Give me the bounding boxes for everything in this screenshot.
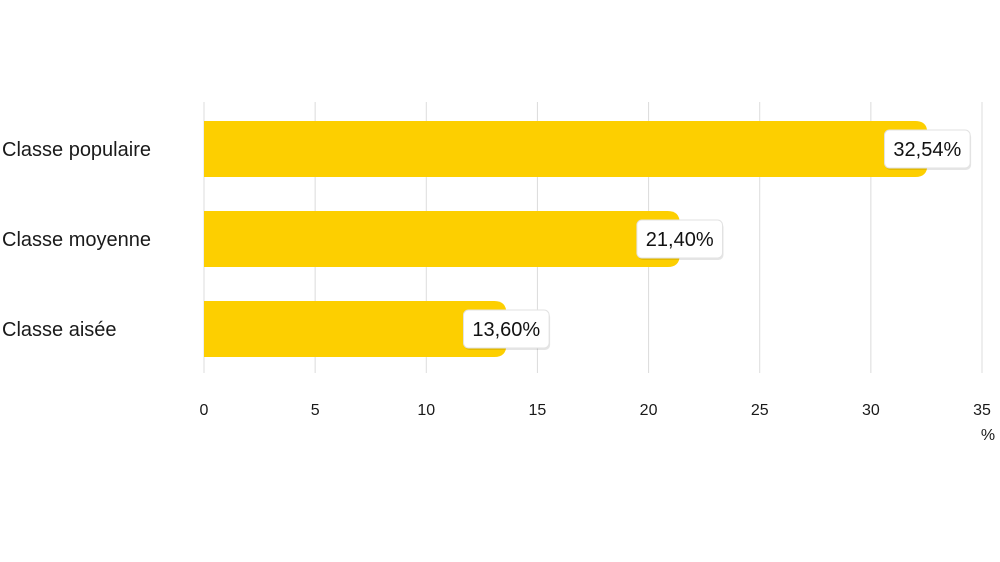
value-label: 21,40%: [636, 219, 724, 260]
value-label-box: [636, 219, 723, 259]
x-axis-tick-labels: 0 5 10 15 20 25 30 35: [200, 402, 991, 419]
bar: [204, 211, 680, 267]
value-label-text: 21,40%: [646, 229, 714, 251]
bars: [204, 121, 928, 357]
value-labels: 32,54% 21,40% 13,60%: [463, 129, 972, 350]
x-tick-label: 15: [529, 402, 547, 419]
x-tick-label: 25: [751, 402, 769, 419]
value-label-text: 32,54%: [893, 139, 961, 161]
x-tick-label: 5: [311, 402, 320, 419]
category-label: Classe aisée: [2, 319, 117, 341]
value-label: 32,54%: [884, 129, 972, 170]
x-tick-label: 10: [417, 402, 435, 419]
bar: [204, 121, 928, 177]
category-label: Classe moyenne: [2, 229, 151, 251]
value-label-text: 13,60%: [472, 319, 540, 341]
category-label: Classe populaire: [2, 139, 151, 161]
x-tick-label: 20: [640, 402, 658, 419]
value-label-box: [884, 129, 971, 169]
x-tick-label: 0: [200, 402, 209, 419]
value-label-box: [463, 309, 550, 349]
bar: [204, 301, 507, 357]
x-tick-label: 30: [862, 402, 880, 419]
category-labels: Classe populaire Classe moyenne Classe ais…: [2, 139, 151, 341]
x-tick-label: 35: [973, 402, 991, 419]
value-label: 13,60%: [463, 309, 551, 350]
x-axis-unit: %: [981, 427, 995, 444]
